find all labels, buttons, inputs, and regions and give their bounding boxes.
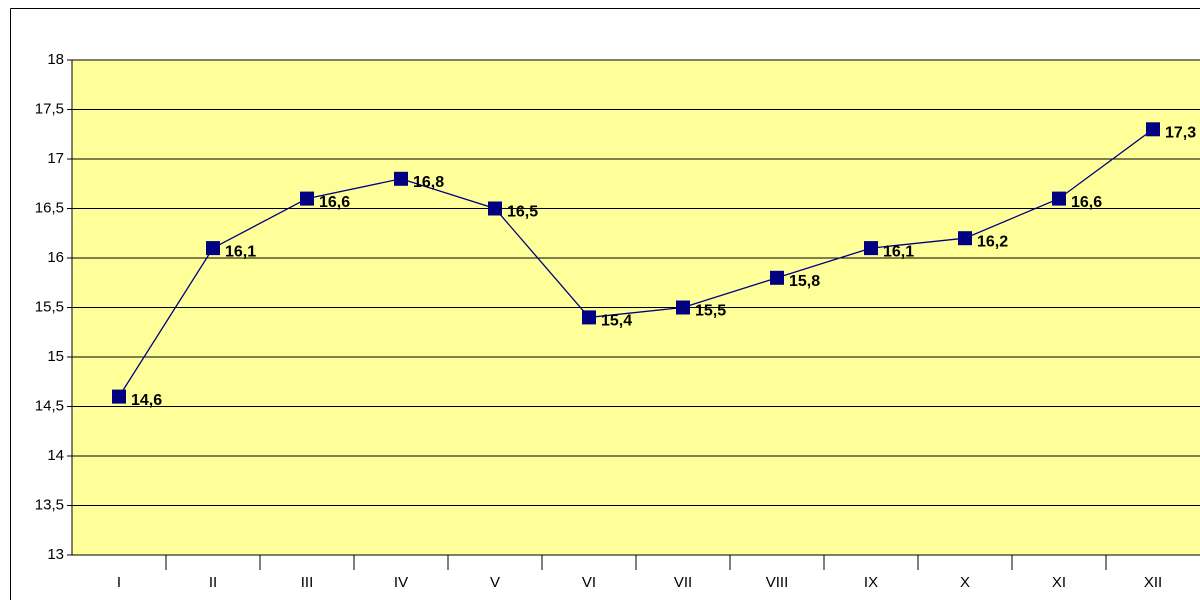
x-tick-label: XII bbox=[1144, 574, 1162, 591]
value-label: 16,6 bbox=[1071, 194, 1102, 211]
data-marker bbox=[488, 201, 502, 216]
data-marker bbox=[864, 241, 878, 256]
y-tick-label: 14 bbox=[47, 447, 64, 464]
x-tick-label: XI bbox=[1052, 574, 1066, 591]
value-label: 14,6 bbox=[131, 392, 162, 409]
y-tick-label: 13 bbox=[47, 546, 64, 563]
data-marker bbox=[112, 389, 126, 404]
value-label: 17,3 bbox=[1165, 125, 1196, 142]
x-tick-label: IV bbox=[394, 574, 408, 591]
data-marker bbox=[958, 231, 972, 246]
x-tick-label: VI bbox=[582, 574, 596, 591]
x-tick-label: V bbox=[490, 574, 500, 591]
value-label: 16,8 bbox=[413, 174, 444, 191]
x-tick-label: VII bbox=[674, 574, 692, 591]
x-tick-label: VIII bbox=[766, 574, 789, 591]
value-label: 15,4 bbox=[601, 313, 632, 330]
value-label: 16,5 bbox=[507, 204, 538, 221]
y-tick-label: 13,5 bbox=[35, 496, 64, 513]
x-tick-label: I bbox=[117, 574, 121, 591]
x-tick-label: II bbox=[209, 574, 217, 591]
value-label: 16,6 bbox=[319, 194, 350, 211]
value-label: 16,1 bbox=[883, 243, 914, 260]
y-tick-label: 16,5 bbox=[35, 199, 64, 216]
y-tick-label: 17 bbox=[47, 150, 64, 167]
data-marker bbox=[1052, 191, 1066, 206]
data-marker bbox=[300, 191, 314, 206]
data-marker bbox=[582, 310, 596, 325]
data-marker bbox=[770, 270, 784, 285]
data-marker bbox=[676, 300, 690, 315]
y-tick-label: 14,5 bbox=[35, 397, 64, 414]
y-tick-label: 15 bbox=[47, 348, 64, 365]
data-marker bbox=[1146, 122, 1160, 137]
data-line bbox=[118, 128, 1154, 397]
data-marker bbox=[394, 171, 408, 186]
value-label: 15,8 bbox=[789, 273, 820, 290]
data-marker bbox=[206, 241, 220, 256]
value-label: 15,5 bbox=[695, 303, 726, 320]
x-tick-label: IX bbox=[864, 574, 878, 591]
y-tick-label: 18 bbox=[47, 51, 64, 68]
value-label: 16,1 bbox=[225, 243, 256, 260]
y-tick-label: 16 bbox=[47, 249, 64, 266]
x-tick-label: III bbox=[301, 574, 314, 591]
y-tick-label: 15,5 bbox=[35, 298, 64, 315]
x-tick-label: X bbox=[960, 574, 970, 591]
value-label: 16,2 bbox=[977, 233, 1008, 250]
y-tick-label: 17,5 bbox=[35, 100, 64, 117]
